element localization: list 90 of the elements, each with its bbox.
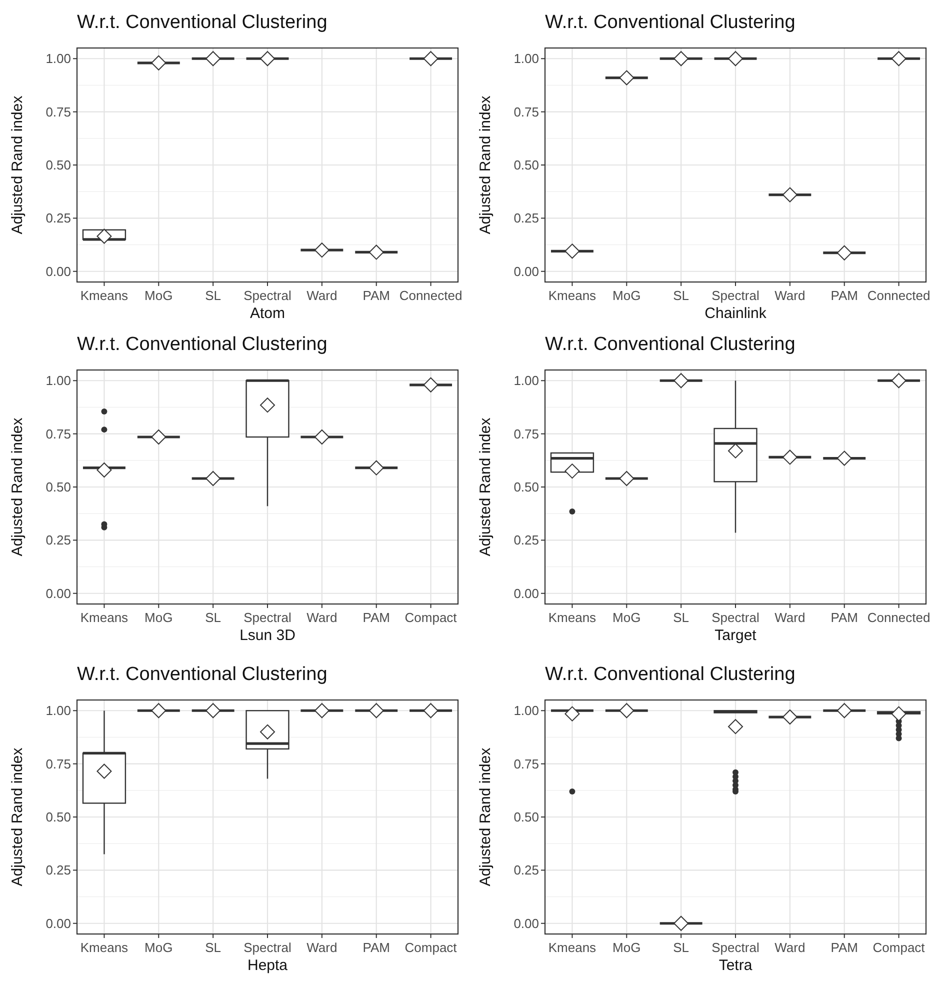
y-tick-label: 0.50 <box>46 810 71 825</box>
x-tick-label: Ward <box>774 940 806 955</box>
x-tick-label: Ward <box>774 610 806 625</box>
x-tick-label: Kmeans <box>80 288 129 303</box>
y-axis-title: Adjusted Rand index <box>9 747 26 886</box>
x-tick-label: Compact <box>872 940 926 955</box>
x-tick-label: Kmeans <box>80 610 129 625</box>
y-tick-label: 0.75 <box>514 426 539 442</box>
y-axis-title: Adjusted Rand index <box>477 417 494 556</box>
x-tick-label: SL <box>205 940 222 955</box>
y-axis-title: Adjusted Rand index <box>477 747 494 886</box>
x-tick-label: Kmeans <box>548 940 597 955</box>
x-tick-label: Connected <box>867 288 930 303</box>
x-tick-label: MoG <box>144 610 173 625</box>
y-tick-label: 0.75 <box>46 756 71 772</box>
x-axis-title: Hepta <box>247 957 288 974</box>
x-tick-label: PAM <box>362 610 390 625</box>
y-tick-label: 1.00 <box>514 51 539 66</box>
x-axis-title: Chainlink <box>704 305 767 322</box>
x-tick-label: PAM <box>830 288 858 303</box>
x-tick-label: Ward <box>306 288 338 303</box>
chart-title: W.r.t. Conventional Clustering <box>545 664 796 685</box>
x-tick-label: Compact <box>404 940 458 955</box>
y-tick-label: 0.50 <box>514 810 539 825</box>
x-tick-label: Spectral <box>244 288 292 303</box>
y-tick-label: 0.00 <box>46 264 71 279</box>
y-tick-label: 1.00 <box>514 373 539 388</box>
y-tick-label: 0.75 <box>46 104 71 120</box>
x-tick-label: PAM <box>362 288 390 303</box>
x-tick-label: MoG <box>612 940 641 955</box>
y-tick-label: 0.75 <box>514 756 539 772</box>
y-tick-label: 0.00 <box>46 916 71 931</box>
y-tick-label: 0.00 <box>514 916 539 931</box>
y-tick-label: 0.75 <box>46 426 71 442</box>
y-tick-label: 0.00 <box>514 264 539 279</box>
x-tick-label: MoG <box>612 610 641 625</box>
x-tick-label: Spectral <box>712 940 760 955</box>
y-tick-label: 0.50 <box>46 158 71 173</box>
y-tick-label: 0.00 <box>514 586 539 601</box>
x-tick-label: SL <box>673 940 690 955</box>
y-tick-label: 0.25 <box>46 210 71 226</box>
x-tick-label: Kmeans <box>80 940 129 955</box>
y-axis-title: Adjusted Rand index <box>9 417 26 556</box>
y-tick-label: 1.00 <box>46 51 71 66</box>
y-tick-label: 0.25 <box>514 210 539 226</box>
x-tick-label: Compact <box>404 610 458 625</box>
x-tick-label: Ward <box>306 940 338 955</box>
x-axis-title: Tetra <box>718 957 753 974</box>
x-tick-label: SL <box>205 288 222 303</box>
x-tick-label: Ward <box>774 288 806 303</box>
y-tick-label: 0.25 <box>46 862 71 878</box>
y-tick-label: 1.00 <box>46 703 71 718</box>
chart-title: W.r.t. Conventional Clustering <box>545 12 796 33</box>
chart-title: W.r.t. Conventional Clustering <box>77 12 328 33</box>
x-tick-label: SL <box>673 610 690 625</box>
x-tick-label: Kmeans <box>548 610 597 625</box>
y-tick-label: 0.50 <box>46 480 71 495</box>
x-tick-label: MoG <box>612 288 641 303</box>
y-axis-title: Adjusted Rand index <box>9 95 26 234</box>
x-tick-label: MoG <box>144 288 173 303</box>
y-tick-label: 1.00 <box>514 703 539 718</box>
x-tick-label: MoG <box>144 940 173 955</box>
y-axis-title: Adjusted Rand index <box>477 95 494 234</box>
chart-title: W.r.t. Conventional Clustering <box>545 334 796 355</box>
x-tick-label: PAM <box>830 610 858 625</box>
y-tick-label: 0.25 <box>46 532 71 548</box>
x-tick-label: Spectral <box>244 940 292 955</box>
x-axis-title: Target <box>714 627 758 644</box>
x-tick-label: SL <box>205 610 222 625</box>
x-tick-label: Kmeans <box>548 288 597 303</box>
x-tick-label: Ward <box>306 610 338 625</box>
y-tick-label: 0.00 <box>46 586 71 601</box>
x-tick-label: SL <box>673 288 690 303</box>
x-tick-label: PAM <box>362 940 390 955</box>
chart-title: W.r.t. Conventional Clustering <box>77 664 328 685</box>
x-tick-label: Connected <box>399 288 462 303</box>
x-tick-label: PAM <box>830 940 858 955</box>
x-axis-title: Lsun 3D <box>240 627 296 644</box>
y-tick-label: 0.25 <box>514 862 539 878</box>
y-tick-label: 0.50 <box>514 480 539 495</box>
x-tick-label: Connected <box>867 610 930 625</box>
chart-title: W.r.t. Conventional Clustering <box>77 334 328 355</box>
x-tick-label: Spectral <box>712 610 760 625</box>
y-tick-label: 0.50 <box>514 158 539 173</box>
x-axis-title: Atom <box>250 305 286 322</box>
y-tick-label: 1.00 <box>46 373 71 388</box>
x-tick-label: Spectral <box>712 288 760 303</box>
x-tick-label: Spectral <box>244 610 292 625</box>
y-tick-label: 0.25 <box>514 532 539 548</box>
y-tick-label: 0.75 <box>514 104 539 120</box>
